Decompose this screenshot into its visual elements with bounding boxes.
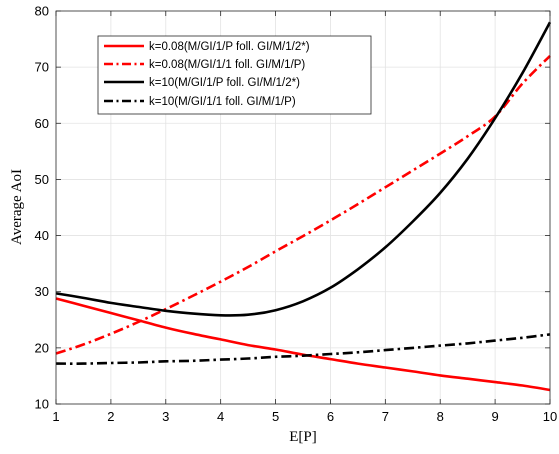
series-lines	[55, 21, 552, 392]
x-tick-label: 1	[52, 409, 59, 424]
x-tick-label: 9	[491, 409, 498, 424]
x-tick-label: 8	[437, 409, 444, 424]
x-axis-title: E[P]	[289, 429, 317, 445]
y-tick-label: 10	[35, 397, 49, 412]
x-tick-label: 7	[382, 409, 389, 424]
x-tick-label: 2	[107, 409, 114, 424]
y-tick-label: 30	[35, 284, 49, 299]
y-tick-label: 60	[35, 116, 49, 131]
legend-label-4: k=10(M/GI/1/1 foll. GI/M/1/P)	[149, 96, 296, 108]
series-line-4	[55, 333, 551, 365]
y-tick-label: 80	[35, 4, 49, 19]
y-tick-label: 40	[35, 228, 49, 243]
tick-labels: 1 2 3 4 5 6 7 8 9 10 10 20 30 40 50 60 70 80	[35, 4, 558, 425]
series-line-2	[55, 54, 551, 355]
axis-ticks	[55, 10, 551, 405]
x-tick-label: 3	[162, 409, 169, 424]
x-tick-label: 6	[327, 409, 334, 424]
plot-frame	[55, 10, 551, 405]
y-axis-title: Average AoI	[9, 169, 25, 245]
x-tick-label: 4	[217, 409, 224, 424]
series-line-3	[55, 21, 552, 317]
y-tick-label: 50	[35, 172, 49, 187]
legend: k=0.08(M/GI/1/P foll. GI/M/1/2*) k=0.08(…	[97, 35, 372, 115]
legend-label-3: k=10(M/GI/1/P foll. GI/M/1/2*)	[149, 77, 300, 89]
x-tick-label: 5	[272, 409, 279, 424]
y-tick-label: 70	[35, 60, 49, 75]
legend-label-1: k=0.08(M/GI/1/P foll. GI/M/1/2*)	[149, 41, 310, 53]
x-tick-label: 10	[543, 409, 557, 424]
y-tick-label: 20	[35, 340, 49, 355]
legend-label-2: k=0.08(M/GI/1/1 foll. GI/M/1/P)	[149, 59, 305, 71]
